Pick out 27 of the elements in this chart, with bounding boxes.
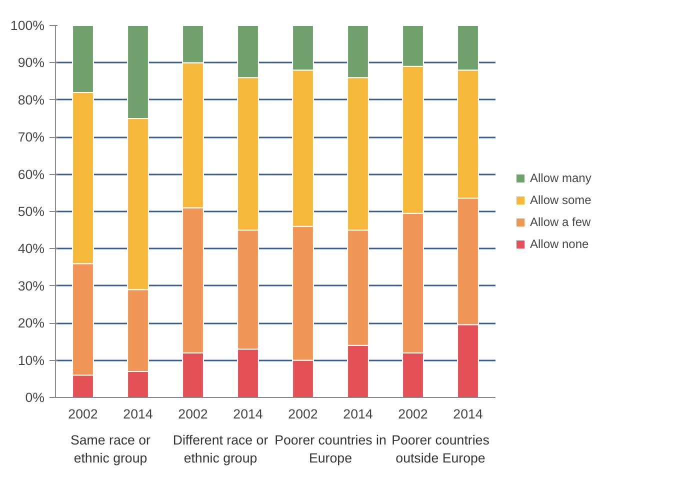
legend-label: Allow many [530,171,592,185]
text: Different race or ethnic group [172,432,269,466]
legend-label: Allow some [530,193,592,207]
text: Same race or ethnic group [70,432,152,466]
x-tick-label: 2002 [178,406,208,422]
y-tick-label: 100% [10,18,45,33]
x-tick-label: 2002 [288,406,318,422]
x-tick-label: 2014 [123,406,154,422]
y-tick-label: 20% [18,316,45,331]
x-tick-label: 2014 [343,406,374,422]
x-tick-label: 2002 [68,406,98,422]
x-tick-label: 2014 [453,406,484,422]
y-tick-label: 30% [18,278,45,294]
y-tick-label: 60% [18,166,45,182]
y-tick-label: 80% [18,92,45,108]
y-tick-label: 10% [18,352,45,368]
x-tick-label: 2014 [233,406,264,422]
y-tick-label: 90% [18,55,45,70]
text: Poorer countries in Europe [274,432,386,466]
legend-label: Allow a few [530,215,591,229]
y-tick-label: 70% [18,130,45,145]
y-tick-label: 0% [25,390,45,405]
y-tick-label: 40% [18,241,45,256]
x-tick-label: 2002 [398,406,428,422]
text: Poorer countries outside Europe [392,432,490,466]
legend-label: Allow none [530,237,589,251]
y-tick-label: 50% [18,204,45,219]
